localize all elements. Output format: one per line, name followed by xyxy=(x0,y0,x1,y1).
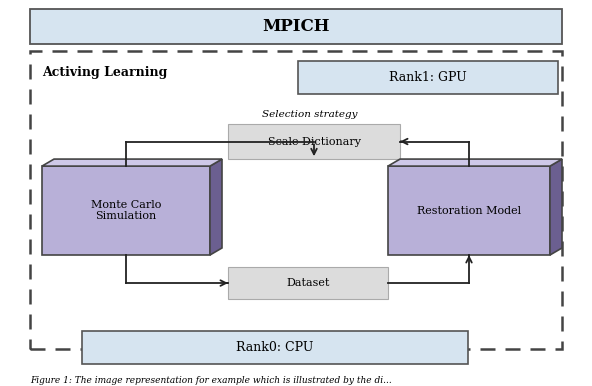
Text: Scale Dictionary: Scale Dictionary xyxy=(268,137,361,147)
Polygon shape xyxy=(388,159,562,166)
Text: Rank0: CPU: Rank0: CPU xyxy=(236,341,314,354)
Polygon shape xyxy=(42,159,222,166)
Text: Rank1: GPU: Rank1: GPU xyxy=(389,71,467,84)
Text: Activing Learning: Activing Learning xyxy=(42,66,168,79)
Text: Restoration Model: Restoration Model xyxy=(417,206,521,215)
FancyBboxPatch shape xyxy=(228,124,400,159)
Polygon shape xyxy=(210,159,222,255)
Polygon shape xyxy=(550,159,562,255)
Polygon shape xyxy=(42,166,210,255)
FancyBboxPatch shape xyxy=(82,331,468,364)
FancyBboxPatch shape xyxy=(30,9,562,44)
Text: Figure 1: The image representation for example which is illustrated by the di...: Figure 1: The image representation for e… xyxy=(30,376,392,385)
FancyBboxPatch shape xyxy=(298,61,558,93)
Text: Dataset: Dataset xyxy=(287,278,330,288)
Polygon shape xyxy=(388,166,550,255)
FancyBboxPatch shape xyxy=(228,267,388,300)
Text: Monte Carlo
Simulation: Monte Carlo Simulation xyxy=(91,200,161,221)
Text: MPICH: MPICH xyxy=(262,19,330,36)
Text: Selection strategy: Selection strategy xyxy=(262,110,358,119)
